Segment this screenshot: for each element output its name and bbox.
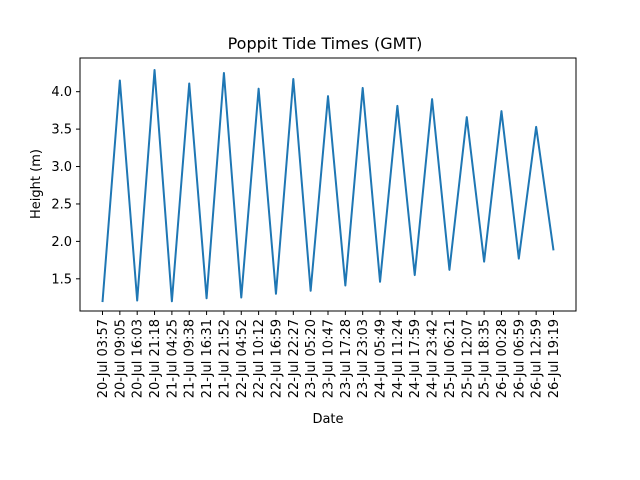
x-tick-label: 20-Jul 21:18: [148, 319, 163, 398]
x-axis-label: Date: [312, 412, 343, 427]
x-tick-label: 21-Jul 21:52: [217, 319, 232, 398]
y-tick-label: 3.5: [51, 123, 72, 138]
x-tick-label: 23-Jul 23:03: [356, 319, 371, 398]
x-tick-label: 26-Jul 19:19: [547, 319, 562, 398]
x-tick-label: 25-Jul 12:07: [460, 319, 475, 398]
y-tick-label: 2.5: [51, 197, 72, 212]
x-tick-label: 26-Jul 00:28: [495, 319, 510, 398]
x-tick-label: 22-Jul 10:12: [252, 319, 267, 398]
x-tick-label: 21-Jul 16:31: [200, 319, 215, 398]
x-tick-label: 25-Jul 18:35: [478, 319, 493, 398]
x-tick-label: 26-Jul 06:59: [512, 319, 527, 398]
x-tick-label: 22-Jul 22:27: [287, 319, 302, 398]
x-tick-label: 25-Jul 06:21: [443, 319, 458, 398]
x-tick-label: 23-Jul 05:20: [304, 319, 319, 398]
y-tick-label: 3.0: [51, 160, 72, 175]
chart-title: Poppit Tide Times (GMT): [228, 34, 423, 53]
x-tick-label: 22-Jul 04:52: [235, 319, 250, 398]
x-tick-label: 24-Jul 23:42: [426, 319, 441, 398]
x-tick-label: 24-Jul 11:24: [391, 319, 406, 398]
x-tick-label: 20-Jul 03:57: [96, 319, 111, 398]
y-axis-label: Height (m): [29, 149, 44, 219]
x-tick-label: 26-Jul 12:59: [530, 319, 545, 398]
x-tick-label: 21-Jul 09:38: [183, 319, 198, 398]
y-tick-label: 2.0: [51, 235, 72, 250]
y-tick-label: 1.5: [51, 272, 72, 287]
x-tick-label: 23-Jul 10:47: [322, 319, 337, 398]
series-line: [101, 68, 555, 303]
x-tick-label: 20-Jul 16:03: [131, 319, 146, 398]
x-tick-label: 24-Jul 17:59: [408, 319, 423, 398]
x-tick-label: 24-Jul 05:49: [374, 319, 389, 398]
x-tick-label: 21-Jul 04:25: [165, 319, 180, 398]
x-tick-label: 22-Jul 16:59: [269, 319, 284, 398]
x-tick-label: 23-Jul 17:28: [339, 319, 354, 398]
x-tick-label: 20-Jul 09:05: [113, 319, 128, 398]
y-tick-label: 4.0: [51, 85, 72, 100]
